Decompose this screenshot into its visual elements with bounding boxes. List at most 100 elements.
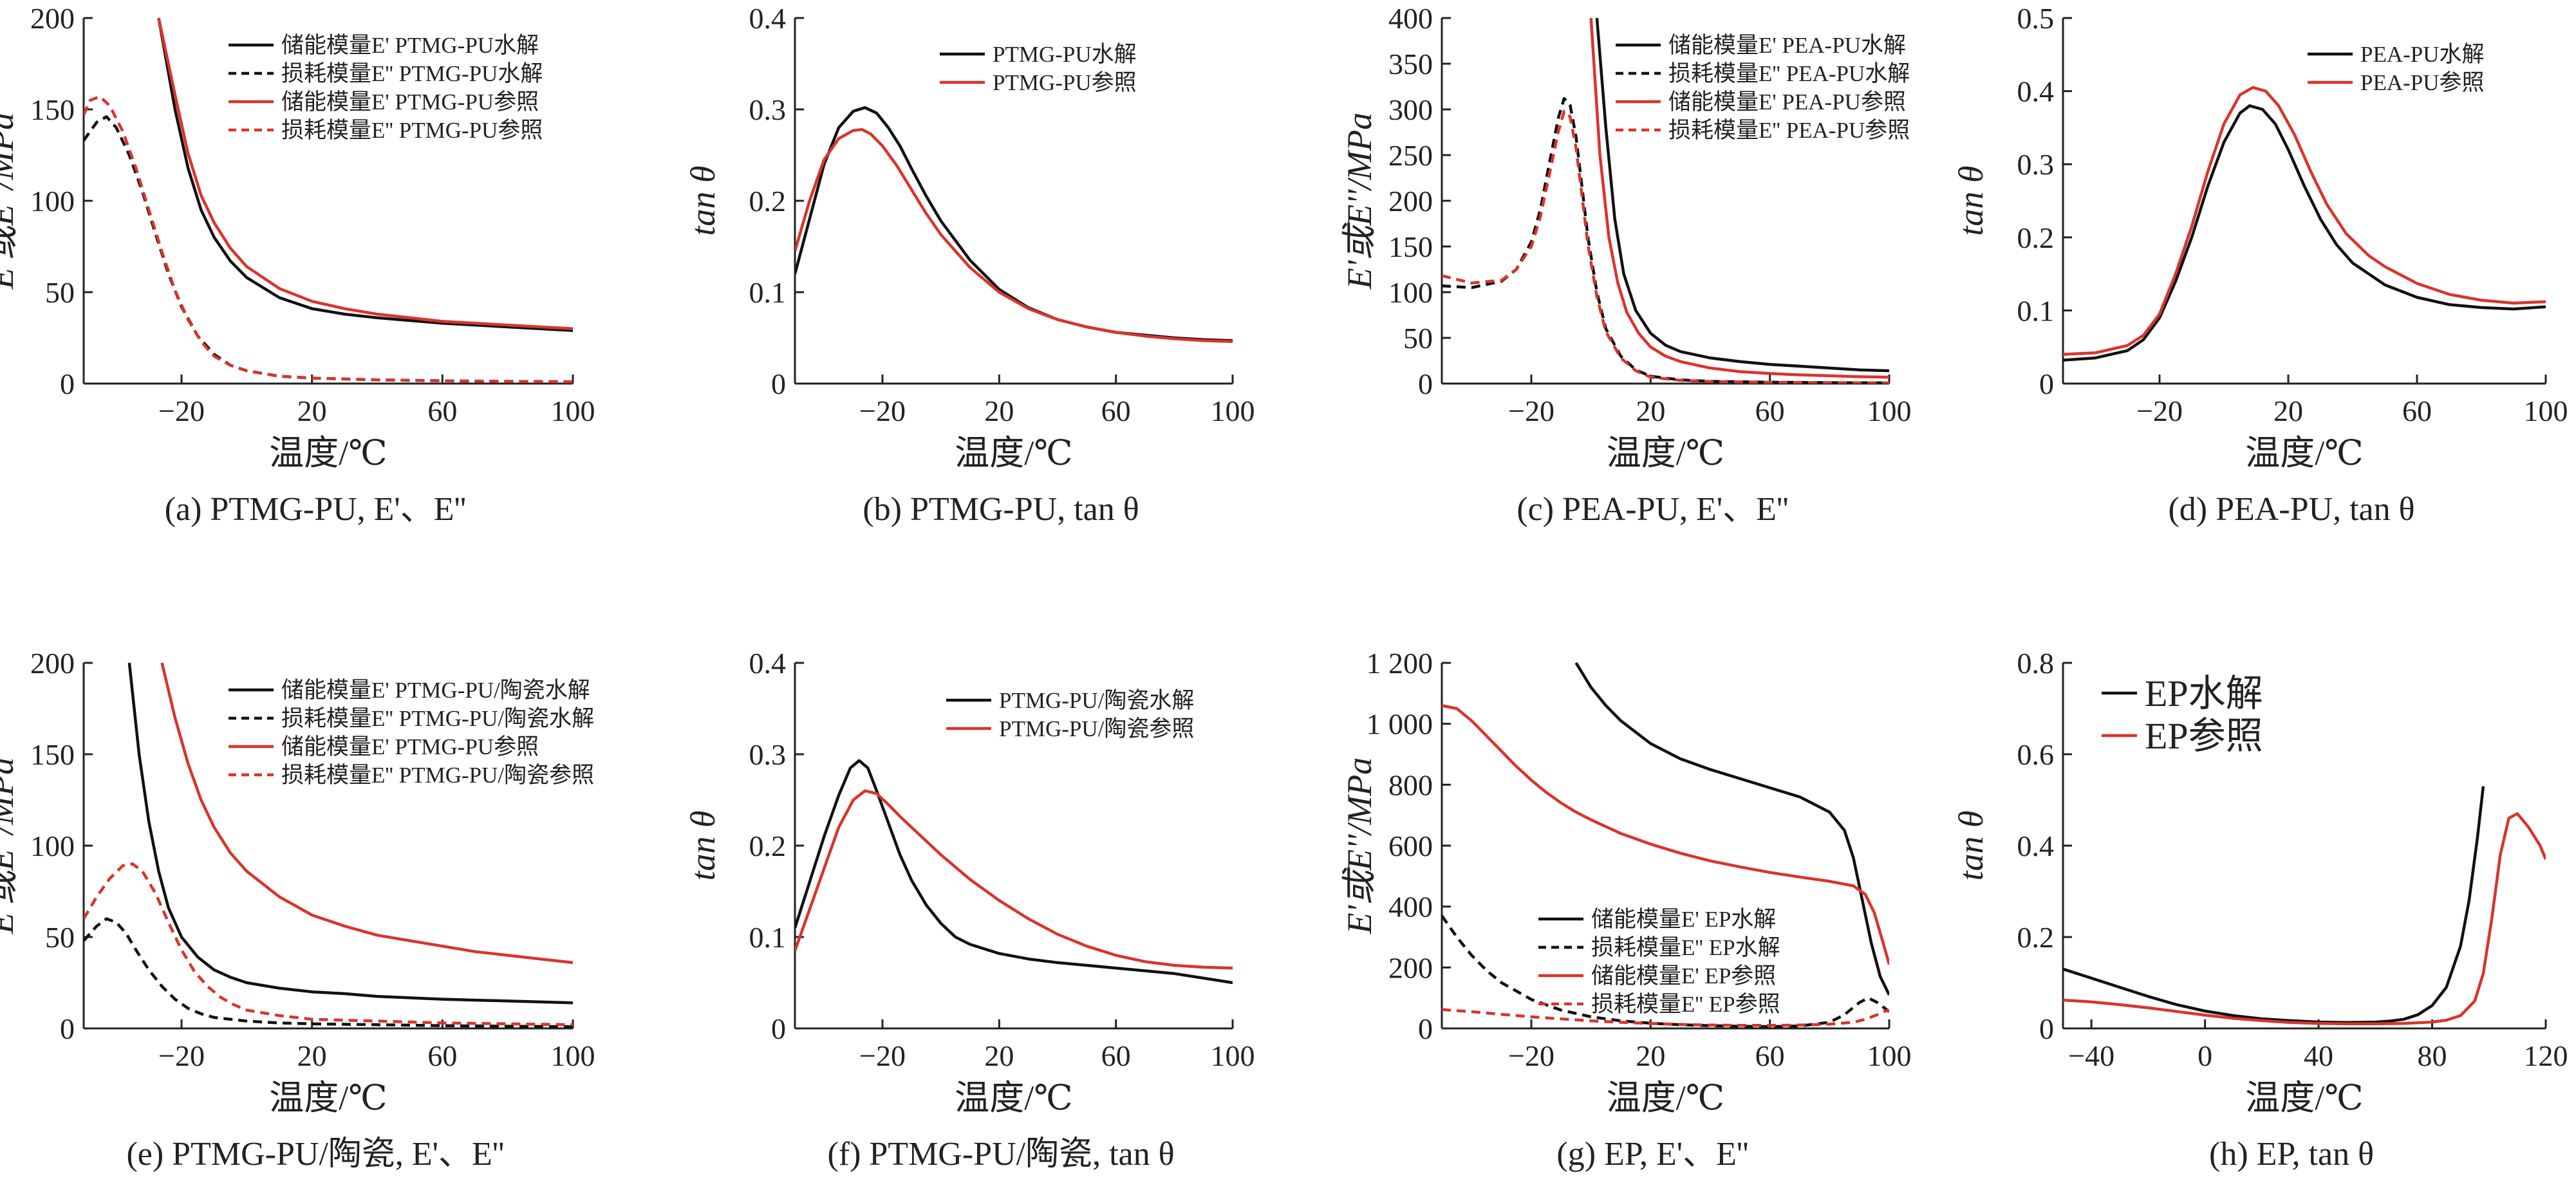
- series-line-3: [1442, 704, 1889, 965]
- legend-label: 损耗模量E'' PTMG-PU/陶瓷水解: [281, 706, 594, 731]
- x-tick-label: −20: [1508, 395, 1554, 427]
- x-tick-label: 20: [2273, 395, 2303, 427]
- x-tick-label: 100: [551, 395, 595, 427]
- x-tick-label: −20: [158, 1039, 205, 1072]
- series-line-2: [84, 917, 573, 1028]
- y-tick-label: 800: [1388, 768, 1433, 801]
- y-tick-label: 600: [1388, 830, 1433, 862]
- series-line-2: [1442, 914, 1889, 1028]
- y-axis-label: E'或E''/MPa: [0, 113, 21, 290]
- series-line-4: [1442, 109, 1889, 384]
- x-axis-label: 温度/℃: [2245, 434, 2363, 472]
- y-tick-label: 0.2: [2017, 221, 2055, 254]
- y-tick-label: 400: [1388, 891, 1433, 924]
- legend-label: PTMG-PU参照: [993, 70, 1137, 95]
- legend-label: 损耗模量E'' PTMG-PU水解: [281, 61, 543, 86]
- x-tick-label: −20: [1508, 1039, 1554, 1072]
- legend-label: PEA-PU水解: [2360, 42, 2485, 67]
- x-tick-label: 120: [2524, 1039, 2568, 1072]
- y-tick-label: 150: [30, 93, 75, 126]
- x-tick-label: 60: [1101, 1039, 1131, 1072]
- legend: PEA-PU水解 PEA-PU参照: [2308, 42, 2485, 95]
- x-tick-label: 20: [297, 1039, 327, 1072]
- y-tick-label: 0.1: [749, 921, 787, 954]
- legend-label: PTMG-PU水解: [993, 42, 1137, 67]
- series-line-1: [127, 662, 573, 1005]
- panel-caption: (e) PTMG-PU/陶瓷, E'、E'': [126, 1136, 504, 1173]
- y-tick-label: 1 000: [1367, 708, 1433, 741]
- chart-panel-c: 0 50 100 150 200 250 300 350 400 −20 20 60 100 温度/℃ E'…: [1340, 2, 1912, 528]
- x-tick-label: −20: [158, 395, 205, 427]
- y-tick-label: 150: [1388, 230, 1433, 263]
- y-axis-label: E'或E''/MPa: [0, 757, 21, 935]
- chart-panel-f: 0 0.1 0.2 0.3 0.4 −20 20 60 100 温度/℃ tan θ (f) PTMG…: [684, 647, 1255, 1173]
- y-tick-label: 200: [1388, 951, 1433, 984]
- x-tick-label: 60: [1101, 395, 1131, 427]
- x-tick-label: 0: [2198, 1039, 2212, 1072]
- legend-label: 储能模量E' PTMG-PU参照: [281, 734, 539, 759]
- y-tick-label: 200: [1388, 185, 1433, 218]
- x-tick-label: 100: [1211, 1039, 1255, 1072]
- panel-caption: (g) EP, E'、E'': [1556, 1136, 1748, 1173]
- legend-label: 损耗模量E'' PEA-PU水解: [1668, 61, 1910, 86]
- x-tick-label: 100: [1867, 1039, 1912, 1072]
- y-tick-label: 0.1: [2017, 294, 2055, 327]
- legend: PTMG-PU/陶瓷水解 PTMG-PU/陶瓷参照: [946, 688, 1194, 741]
- y-tick-label: 0.4: [2017, 830, 2055, 862]
- panel-caption: (b) PTMG-PU, tan θ: [863, 491, 1139, 528]
- y-tick-label: 0.6: [2017, 738, 2055, 771]
- y-tick-label: 0.2: [749, 185, 787, 218]
- y-axis-label: tan θ: [684, 810, 722, 880]
- series-line-1: [157, 17, 573, 332]
- y-tick-label: 0: [60, 1012, 75, 1045]
- legend: PTMG-PU水解 PTMG-PU参照: [940, 42, 1137, 95]
- panel-caption: (c) PEA-PU, E'、E'': [1517, 491, 1788, 528]
- y-tick-label: 0: [1418, 367, 1433, 400]
- y-tick-label: 1 200: [1367, 647, 1433, 680]
- series-line-4: [1442, 1008, 1889, 1027]
- series-line-2: [2063, 86, 2546, 356]
- x-axis-label: 温度/℃: [2245, 1079, 2363, 1117]
- legend-label: PEA-PU参照: [2360, 70, 2485, 95]
- legend-label: EP参照: [2145, 715, 2263, 757]
- y-tick-label: 200: [30, 647, 75, 680]
- panel-caption: (d) PEA-PU, tan θ: [2168, 491, 2414, 528]
- chart-panel-d: 0 0.1 0.2 0.3 0.4 0.5 −20 20 60 100 温度/℃ tan θ (d) P…: [1952, 2, 2568, 528]
- y-tick-label: 0.3: [749, 738, 787, 771]
- y-tick-label: 300: [1388, 93, 1433, 126]
- x-axis-label: 温度/℃: [269, 1079, 387, 1117]
- y-axis-label: tan θ: [1952, 165, 1990, 236]
- x-axis-label: 温度/℃: [269, 434, 387, 472]
- series-line-2: [2063, 812, 2546, 1026]
- legend-label: EP水解: [2145, 673, 2263, 714]
- y-tick-label: 0.3: [749, 93, 787, 126]
- y-tick-label: 0.2: [2017, 921, 2055, 954]
- series-line-3: [1589, 17, 1889, 379]
- x-tick-label: 60: [427, 1039, 457, 1072]
- y-tick-label: 50: [45, 276, 75, 309]
- y-tick-label: 0.4: [2017, 75, 2055, 108]
- x-tick-label: 100: [2524, 395, 2568, 427]
- x-tick-label: 100: [551, 1039, 595, 1072]
- series-line-3: [160, 662, 573, 965]
- x-tick-label: 60: [2402, 395, 2432, 427]
- y-tick-label: 350: [1388, 48, 1433, 80]
- y-tick-label: 50: [45, 921, 75, 954]
- series-line-1: [2063, 104, 2546, 362]
- x-tick-label: 100: [1211, 395, 1255, 427]
- legend-label: 损耗模量E'' EP水解: [1591, 935, 1780, 960]
- x-tick-label: 60: [427, 395, 457, 427]
- y-tick-label: 0.5: [2017, 2, 2055, 35]
- x-tick-label: −40: [2068, 1039, 2114, 1072]
- x-tick-label: 20: [297, 395, 327, 427]
- y-tick-label: 0.2: [749, 830, 787, 862]
- legend-label: 损耗模量E'' PTMG-PU参照: [281, 118, 543, 143]
- y-tick-label: 0: [2039, 367, 2054, 400]
- chart-panel-b: 0 0.1 0.2 0.3 0.4 −20 20 60 100 温度/℃ tan θ (b) PTMG…: [684, 2, 1255, 528]
- x-tick-label: 20: [984, 1039, 1014, 1072]
- series-line-1: [795, 106, 1233, 342]
- y-tick-label: 0: [771, 367, 786, 400]
